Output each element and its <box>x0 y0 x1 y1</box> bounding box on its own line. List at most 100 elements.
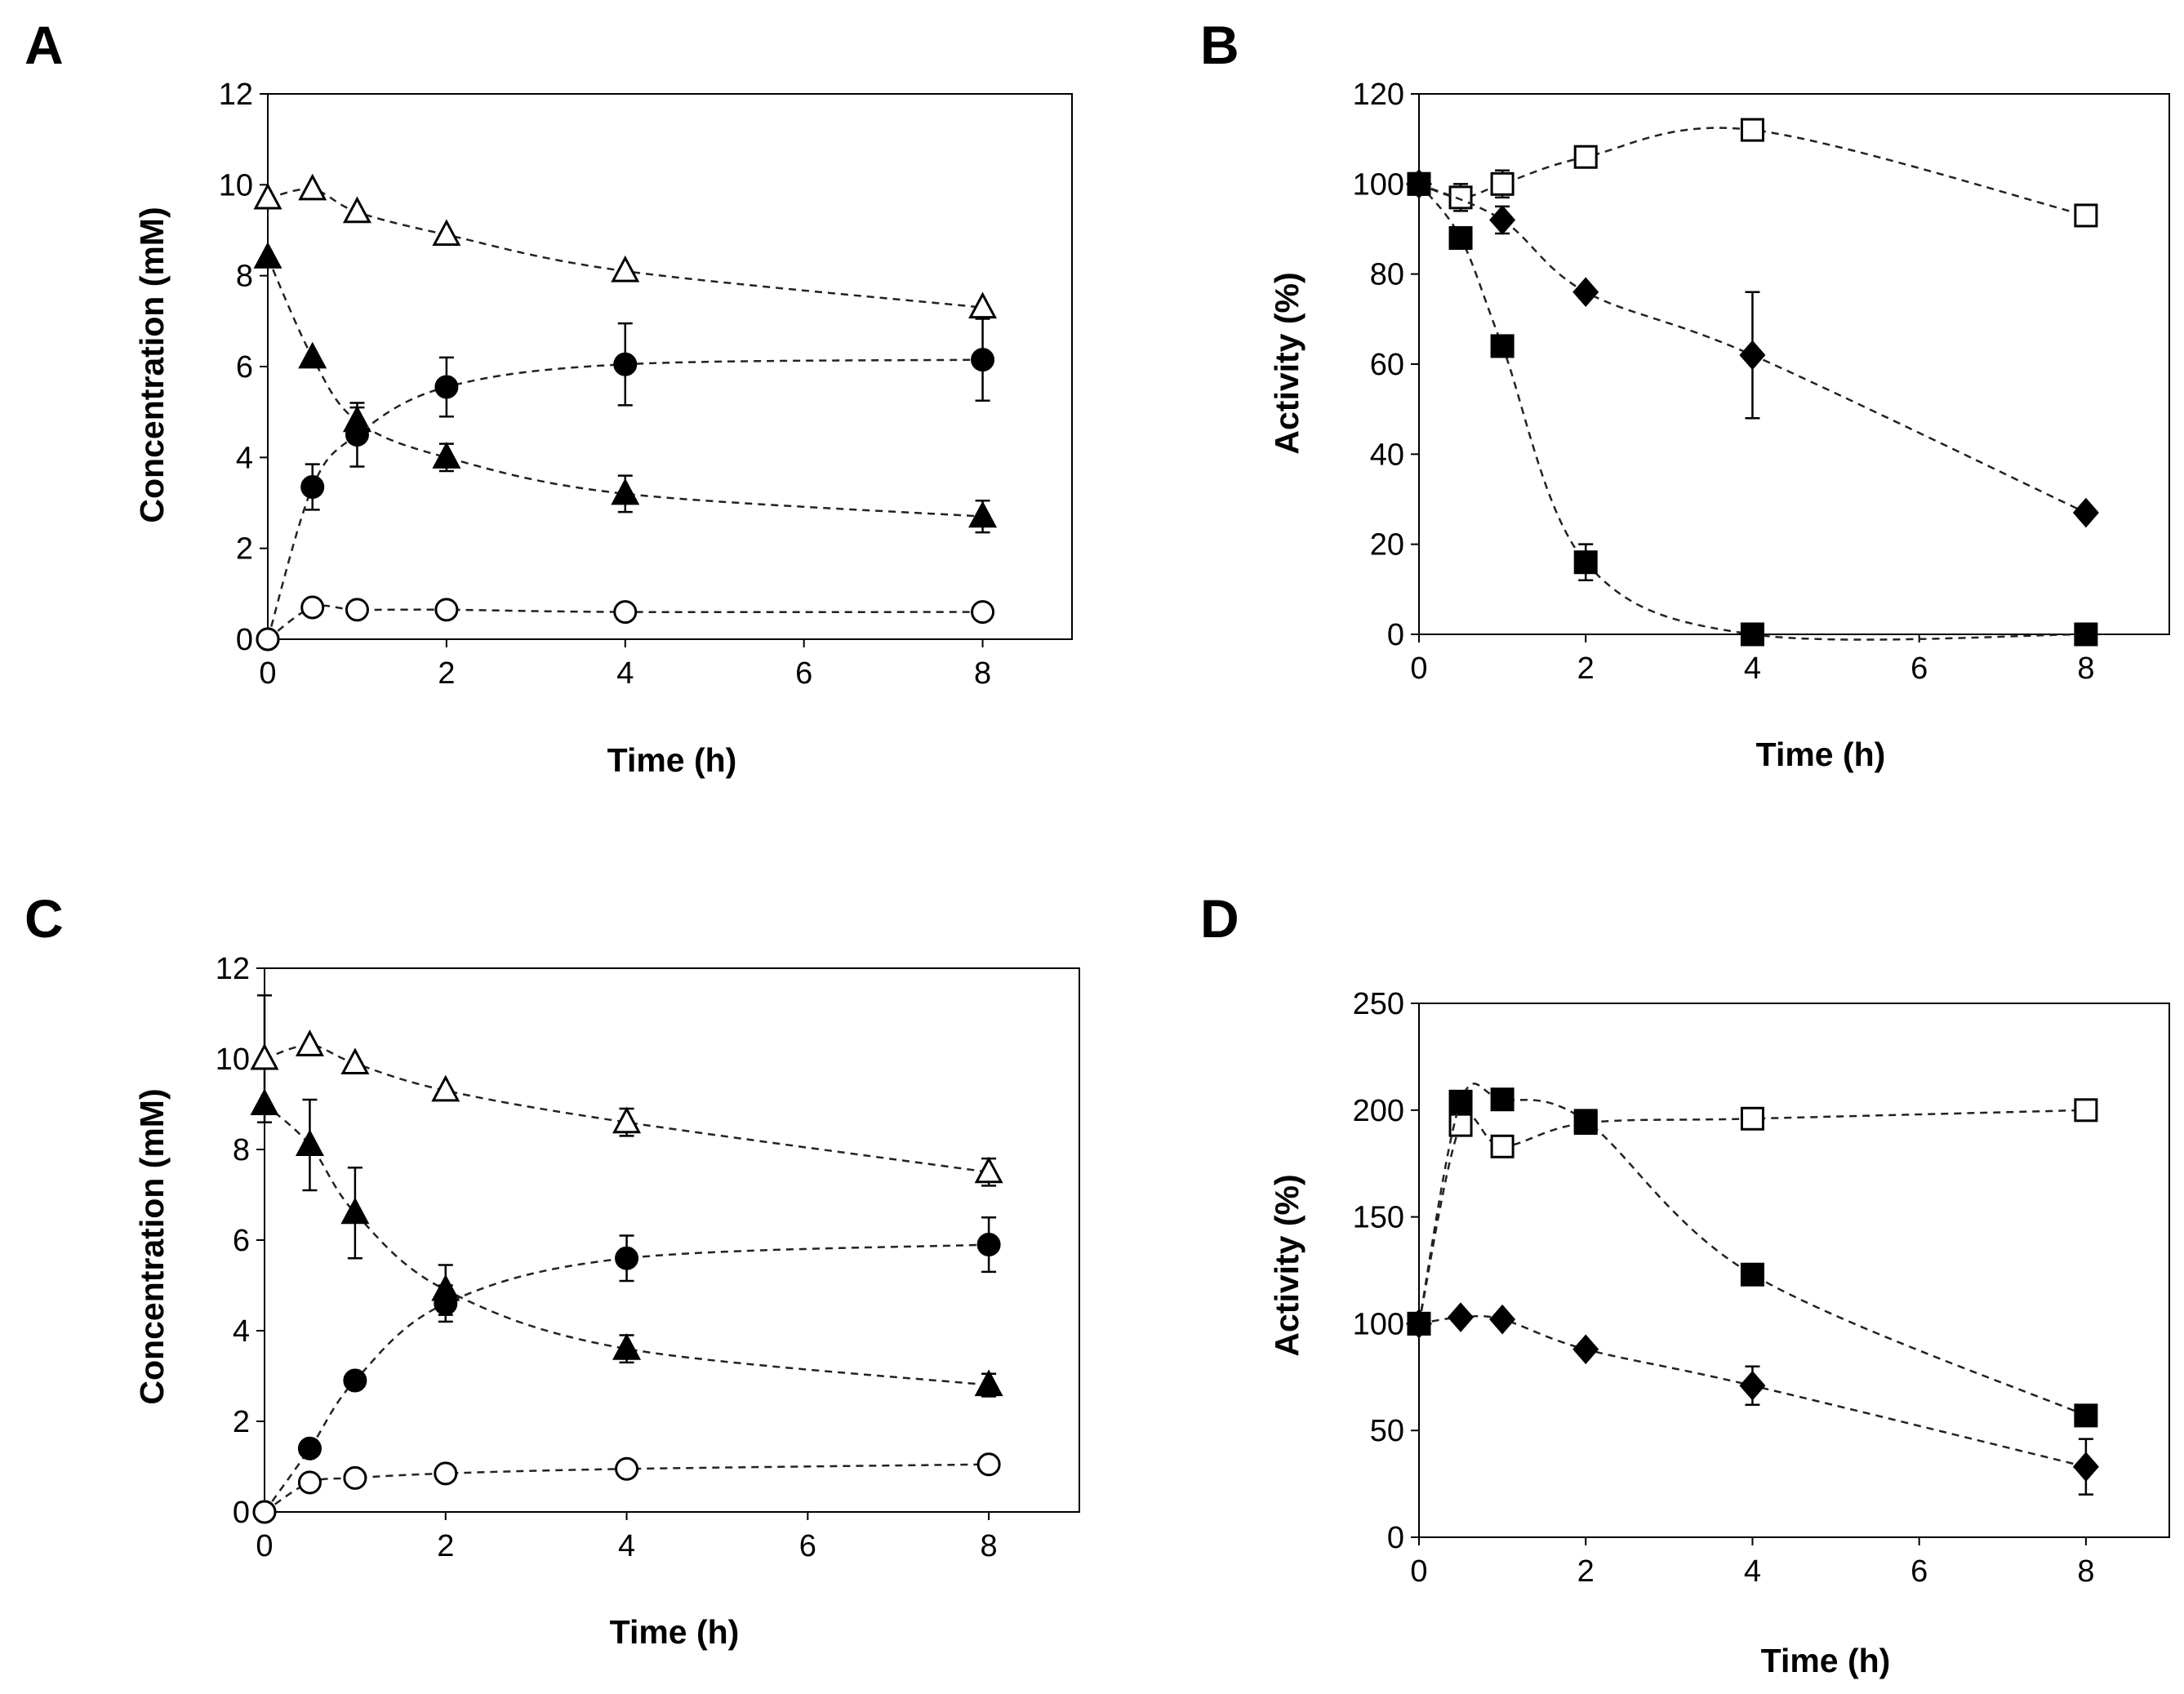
y-tick-label: 12 <box>216 952 250 986</box>
y-axis-label-a: Concentration (mM) <box>133 207 171 522</box>
data-point-triangle-open <box>295 1029 324 1056</box>
y-tick-label: 2 <box>236 532 253 567</box>
x-tick-label: 2 <box>437 1529 454 1563</box>
data-point-circle-filled <box>343 1368 367 1393</box>
data-point-diamond-filled <box>1489 1304 1516 1335</box>
plot-area-a: 0 2 4 6 8 10 12 0 2 4 6 8 <box>219 78 1073 691</box>
panel-letter-d: D <box>1200 888 1239 949</box>
data-point-circle-filled <box>615 1246 639 1270</box>
data-point-circle-filled <box>971 348 995 372</box>
data-point-square-open <box>2074 1098 2098 1123</box>
data-point-square-open <box>1740 118 1764 142</box>
x-axis-label-d: Time (h) <box>1761 1642 1891 1679</box>
x-tick-label: 8 <box>981 1529 998 1563</box>
data-point-triangle-filled <box>968 500 998 528</box>
data-point-circle-filled <box>297 1436 322 1461</box>
data-point-circle-filled <box>976 1233 1001 1257</box>
data-point-triangle-open <box>974 1156 1003 1184</box>
data-point-square-open <box>2074 203 2098 228</box>
data-point-triangle-filled <box>432 442 461 469</box>
data-point-circle-open <box>613 600 638 625</box>
data-point-diamond-filled <box>2072 497 2099 528</box>
y-tick-label: 250 <box>1353 987 1404 1021</box>
data-point-triangle-filled <box>295 1129 324 1156</box>
data-point-triangle-open <box>968 291 998 319</box>
x-tick-label: 0 <box>259 656 276 691</box>
y-tick-label: 10 <box>219 168 253 202</box>
data-point-circle-open <box>615 1456 639 1481</box>
data-point-square-filled <box>2074 1403 2098 1428</box>
x-tick-label: 2 <box>1577 651 1595 686</box>
y-tick-label: 10 <box>216 1043 250 1077</box>
data-point-square-filled <box>1490 1087 1515 1112</box>
x-tick-label: 4 <box>1744 651 1761 686</box>
data-point-circle-open <box>343 1465 367 1490</box>
data-point-circle-filled <box>345 423 369 447</box>
y-axis-label-b: Activity (%) <box>1268 272 1306 454</box>
data-point-square-filled <box>1740 622 1764 647</box>
panel-letter-a: A <box>24 15 64 75</box>
data-point-circle-filled <box>434 375 459 399</box>
data-point-triangle-open <box>250 1043 279 1070</box>
y-tick-label: 0 <box>1387 618 1404 652</box>
x-axis-label-a: Time (h) <box>607 741 737 779</box>
data-point-square-filled <box>1448 1089 1473 1114</box>
data-point-circle-filled <box>613 352 638 376</box>
y-axis-label-c: Concentration (mM) <box>133 1088 171 1404</box>
data-point-diamond-filled <box>1406 1309 1432 1339</box>
y-tick-label: 8 <box>236 260 253 294</box>
y-tick-label: 4 <box>233 1314 250 1349</box>
data-point-triangle-open <box>340 1047 370 1075</box>
y-axis-label-d: Activity (%) <box>1268 1174 1306 1356</box>
x-tick-label: 8 <box>2077 1554 2094 1589</box>
x-tick-label: 6 <box>795 656 812 691</box>
plot-frame-d <box>1418 1003 2170 1538</box>
plot-area-b: 0 20 40 60 80 100 120 0 2 4 6 8 <box>1353 78 2170 686</box>
plot-area-c: 0 2 4 6 8 10 12 0 2 4 6 8 <box>216 952 1080 1563</box>
panel-d: D 0 50 100 150 200 250 0 2 4 6 8 Time (h) Activity… <box>1200 888 2170 1679</box>
data-point-triangle-filled <box>340 1197 370 1225</box>
data-point-triangle-open <box>253 182 282 210</box>
y-tick-label: 40 <box>1370 438 1404 472</box>
data-point-triangle-open <box>298 173 327 201</box>
panel-letter-b: B <box>1200 15 1239 75</box>
data-point-triangle-open <box>431 1074 460 1102</box>
x-tick-label: 8 <box>974 656 991 691</box>
y-tick-label: 0 <box>236 623 253 657</box>
data-point-square-open <box>1740 1106 1764 1131</box>
data-point-circle-open <box>971 600 995 625</box>
data-point-diamond-filled <box>1489 205 1516 235</box>
panel-a: A 0 2 4 6 8 10 12 0 2 4 6 8 Time (h) Concentration … <box>24 15 1073 779</box>
y-tick-label: 20 <box>1370 528 1404 562</box>
data-point-diamond-filled <box>2072 1452 2099 1482</box>
data-point-square-filled <box>1490 334 1515 358</box>
x-axis-label-c: Time (h) <box>610 1613 740 1651</box>
x-tick-label: 6 <box>1910 1554 1928 1589</box>
plot-frame-a <box>267 93 1073 640</box>
data-point-circle-filled <box>300 475 325 500</box>
x-tick-label: 6 <box>1910 651 1928 686</box>
panel-letter-c: C <box>24 888 64 949</box>
data-point-triangle-open <box>432 219 461 247</box>
x-tick-label: 2 <box>438 656 455 691</box>
data-point-triangle-filled <box>974 1369 1003 1397</box>
x-tick-label: 4 <box>618 1529 635 1563</box>
data-point-circle-open <box>252 1500 277 1524</box>
x-tick-label: 2 <box>1577 1554 1595 1589</box>
data-point-circle-open <box>345 598 369 622</box>
y-tick-label: 60 <box>1370 348 1404 382</box>
data-point-triangle-filled <box>250 1088 279 1115</box>
data-point-square-filled <box>2074 622 2098 647</box>
data-point-triangle-filled <box>611 478 640 505</box>
data-point-square-open <box>1448 185 1473 210</box>
x-axis-label-b: Time (h) <box>1756 736 1886 773</box>
data-point-diamond-filled <box>1448 1302 1475 1332</box>
data-point-square-open <box>1448 1113 1473 1137</box>
data-point-circle-open <box>300 595 325 620</box>
data-point-diamond-filled <box>1572 1334 1599 1365</box>
data-point-square-open <box>1573 145 1598 169</box>
y-tick-label: 200 <box>1353 1094 1404 1128</box>
series-line-b-0 <box>1418 127 2087 217</box>
data-point-circle-open <box>434 1461 458 1486</box>
